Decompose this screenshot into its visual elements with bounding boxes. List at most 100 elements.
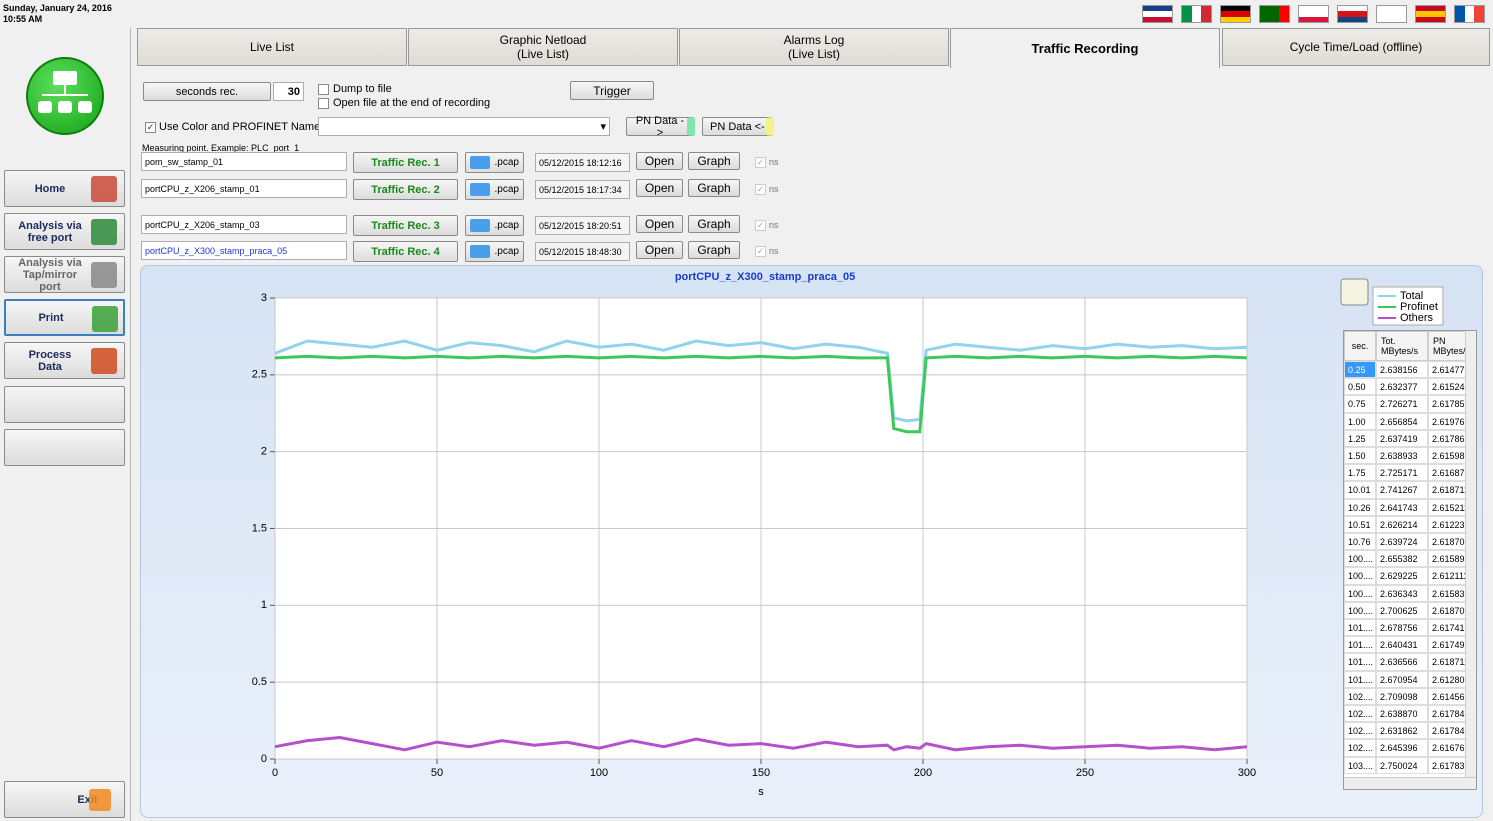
legend-label: Total [1400,290,1423,302]
pcap-button[interactable]: .pcap [465,152,524,173]
pn-data-out-button[interactable]: PN Data -> [626,115,695,139]
print-chart-icon[interactable] [1340,278,1369,306]
table-cell: 2.641743 [1376,498,1428,516]
table-cell: 2.617868 [1428,429,1468,447]
pcap-button[interactable]: .pcap [465,215,524,236]
table-cell: 103.... [1344,756,1376,774]
button-label: Exit [51,794,124,806]
graph-button[interactable]: Graph [688,152,740,170]
name-dropdown[interactable]: ▾ [318,117,610,136]
table-cell: 101.... [1344,653,1376,671]
x-axis-label: s [758,786,764,798]
datetime-field: 05/12/2015 18:12:16 [535,153,630,172]
checkbox[interactable] [318,84,329,95]
table-cell: 2.655382 [1376,550,1428,568]
flag[interactable] [1454,5,1485,23]
x-tick-label: 200 [914,767,932,779]
flag-stripe [1221,11,1250,17]
sidebar-button[interactable]: Exit [4,781,125,818]
graph-button[interactable]: Graph [688,179,740,197]
flag[interactable] [1298,5,1329,23]
table-cell: 2.615211 [1428,498,1468,516]
traffic-rec-button[interactable]: Traffic Rec. 1 [353,152,458,173]
table-cell: 2.618711 [1428,481,1468,499]
tab[interactable]: Cycle Time/Load (offline) [1222,28,1490,66]
flag[interactable] [1376,5,1407,23]
sidebar-button[interactable]: Home [4,170,125,207]
measuring-point-input[interactable]: portCPU_z_X206_stamp_03 [141,215,347,234]
flag-stripe [1221,6,1250,12]
trigger-button[interactable]: Trigger [570,81,654,100]
y-tick-label: 1.5 [252,522,267,534]
traffic-rec-button[interactable]: Traffic Rec. 4 [353,241,458,262]
column-header: Tot. MBytes/s [1376,331,1428,361]
checkbox[interactable] [318,98,329,109]
table-cell: 2.750024 [1376,756,1428,774]
sidebar-button[interactable]: Process Data [4,342,125,379]
tab[interactable]: Live List [137,28,407,66]
table-cell: 102.... [1344,705,1376,723]
open-button[interactable]: Open [636,215,683,233]
pcap-button[interactable]: .pcap [465,179,524,200]
flag[interactable] [1415,5,1446,23]
v-scrollbar[interactable] [1465,331,1476,777]
flag-stripe [1260,6,1270,22]
table-cell: 2.616769 [1428,739,1468,757]
ns-checkbox[interactable]: ✓ [755,157,766,168]
sidebar-button-empty[interactable] [4,429,125,466]
y-tick-label: 0 [261,753,267,765]
open-button[interactable]: Open [636,152,683,170]
flag[interactable] [1181,5,1212,23]
ns-checkbox[interactable]: ✓ [755,184,766,195]
table-cell: 2.638933 [1376,447,1428,465]
pn-data-in-button[interactable]: PN Data <- [702,117,774,136]
tab[interactable]: Graphic Netload (Live List) [408,28,678,66]
ns-checkbox[interactable]: ✓ [755,246,766,257]
pcap-button[interactable]: .pcap [465,241,524,262]
sidebar-button[interactable]: Print [4,299,125,336]
table-cell: 100.... [1344,550,1376,568]
tab[interactable]: Alarms Log (Live List) [679,28,949,66]
traffic-rec-button[interactable]: Traffic Rec. 3 [353,215,458,236]
table-cell: 2.726271 [1376,395,1428,413]
flag-stripe [1416,11,1445,17]
flag-stripe [1338,16,1367,22]
h-scrollbar[interactable] [1344,777,1476,789]
label-line: Home [34,182,66,195]
table-cell: 101.... [1344,619,1376,637]
table-cell: 2.639724 [1376,533,1428,551]
sidebar-button[interactable]: Analysis via Tap/mirror port [4,256,125,293]
table-cell: 2.617847 [1428,705,1468,723]
open-button[interactable]: Open [636,241,683,259]
table-cell: 2.709098 [1376,687,1428,705]
table-cell: 0.75 [1344,395,1376,413]
flag-stripe [1377,6,1387,22]
sidebar-button[interactable]: Analysis via free port [4,213,125,250]
graph-button[interactable]: Graph [688,215,740,233]
table-cell: 2.629225 [1376,567,1428,585]
flag[interactable] [1259,5,1290,23]
flag[interactable] [1337,5,1368,23]
measuring-point-input[interactable]: portCPU_z_X206_stamp_01 [141,179,347,198]
label-line: Exit [77,793,98,806]
label-line: (Live List) [787,47,840,61]
graph-button[interactable]: Graph [688,241,740,259]
seconds-rec-button[interactable]: seconds rec. [143,82,271,101]
ns-label: ns [769,246,779,256]
sidebar-button-empty[interactable] [4,386,125,423]
traffic-rec-button[interactable]: Traffic Rec. 2 [353,179,458,200]
measuring-point-input[interactable]: pom_sw_stamp_01 [141,152,347,171]
open-button[interactable]: Open [636,179,683,197]
logo-link [42,94,88,96]
table-cell: 2.656854 [1376,412,1428,430]
datetime-field: 05/12/2015 18:17:34 [535,180,630,199]
flag[interactable] [1142,5,1173,23]
tab[interactable]: Traffic Recording [950,28,1220,68]
checkbox-checked[interactable]: ✓ [145,122,156,133]
ns-checkbox[interactable]: ✓ [755,220,766,231]
seconds-input[interactable]: 30 [273,82,304,101]
table-cell: 2.637419 [1376,429,1428,447]
flag[interactable] [1220,5,1251,23]
time: 10:55 AM [3,14,43,24]
measuring-point-input[interactable]: portCPU_z_X300_stamp_praca_05 [141,241,347,260]
